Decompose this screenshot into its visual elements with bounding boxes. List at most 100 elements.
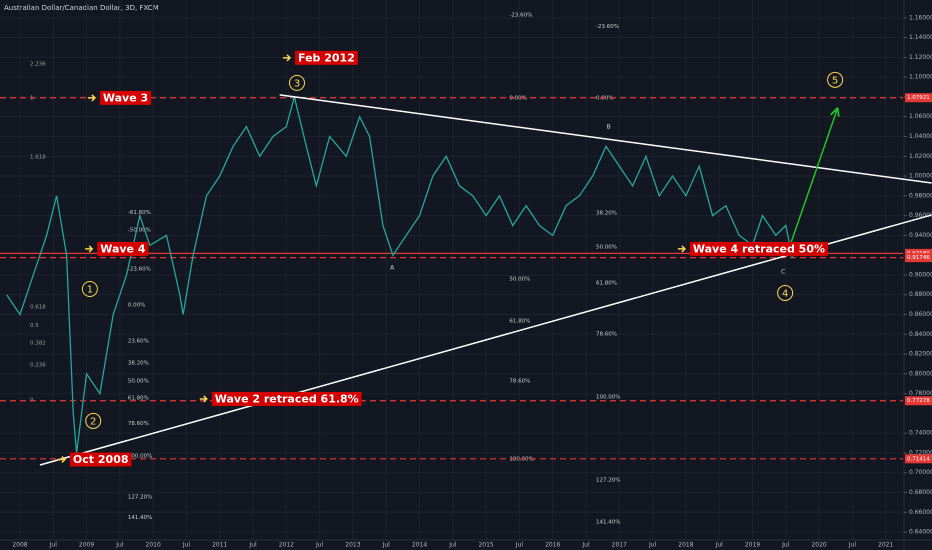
- fib-label: 127.20%: [596, 478, 620, 484]
- wave-circle: [289, 74, 306, 91]
- y-tick-label: 1.04000: [909, 133, 932, 140]
- y-tick-label: 1.00000: [909, 173, 932, 180]
- fib-label: 78.60%: [596, 332, 617, 338]
- x-tick-label: 2021: [878, 542, 893, 549]
- fib-label: 2.236: [30, 61, 46, 67]
- fib-label: 0.00%: [128, 302, 145, 308]
- x-tick-label: Jul: [515, 542, 524, 549]
- y-tick-label: 0.70000: [909, 469, 932, 476]
- annotation-box: [99, 90, 152, 105]
- y-tick-label: 0.98000: [909, 192, 932, 199]
- annotation-arrow: [87, 94, 96, 102]
- y-tick-label: 0.64000: [909, 529, 932, 536]
- fib-label: 61.80%: [596, 281, 617, 287]
- level-tag: [905, 253, 932, 263]
- wave-circle: [827, 71, 844, 88]
- annotation-box: [97, 241, 149, 256]
- x-tick-label: 2020: [811, 542, 826, 549]
- x-tick-label: 2018: [678, 542, 693, 549]
- fib-label: 78.60%: [509, 378, 530, 384]
- level-tag: [905, 454, 932, 464]
- y-tick-label: 0.72000: [909, 449, 932, 456]
- annotation-text: Wave 4: [100, 242, 146, 255]
- level-label: 0.77278: [907, 398, 930, 404]
- x-tick-label: 2009: [79, 542, 94, 549]
- fib-label: -50.00%: [128, 227, 151, 233]
- y-tick-label: 1.14000: [909, 34, 932, 41]
- y-tick-label: 0.82000: [909, 351, 932, 358]
- fib-label: 78.60%: [128, 421, 149, 427]
- fib-label: 127.20%: [128, 494, 152, 500]
- fib-label: 38.20%: [128, 360, 149, 366]
- y-tick-label: 0.96000: [909, 212, 932, 219]
- fib-label: 50.00%: [128, 378, 149, 384]
- y-tick-label: 0.90000: [909, 271, 932, 278]
- x-tick-label: Jul: [49, 542, 58, 549]
- fib-label: 100.00%: [596, 395, 620, 401]
- level-tag: [905, 396, 932, 406]
- x-tick-label: 2014: [412, 542, 427, 549]
- annotation-text: Feb 2012: [298, 51, 355, 64]
- x-tick-label: Jul: [715, 542, 724, 549]
- level-tag: [905, 93, 932, 103]
- wave-circle: [81, 280, 98, 297]
- annotation-box: [211, 391, 362, 406]
- annotation-text: Wave 4 retraced 50%: [693, 242, 825, 255]
- fib-label: 50.00%: [509, 276, 530, 282]
- point-label: C: [781, 268, 785, 275]
- x-tick-label: Jul: [648, 542, 657, 549]
- x-tick-label: 2015: [478, 542, 493, 549]
- fib-label: 100.00%: [128, 454, 152, 460]
- y-tick-label: 0.78000: [909, 390, 932, 397]
- y-tick-label: 0.88000: [909, 291, 932, 298]
- x-tick-label: Jul: [448, 542, 457, 549]
- x-tick-label: 2012: [279, 542, 294, 549]
- x-tick-label: Jul: [182, 542, 191, 549]
- x-tick-label: Jul: [115, 542, 124, 549]
- wave-circle: [85, 412, 102, 429]
- fib-label: 38.20%: [596, 211, 617, 217]
- fib-label: -23.60%: [596, 24, 619, 30]
- wave-label: 5: [832, 75, 838, 86]
- y-tick-label: 1.02000: [909, 153, 932, 160]
- y-tick-label: 0.74000: [909, 430, 932, 437]
- x-tick-label: Jul: [848, 542, 857, 549]
- annotation-arrow: [85, 245, 94, 253]
- price-line: [6, 96, 794, 454]
- fib-label: 141.40%: [596, 520, 620, 526]
- annotation-text: Wave 3: [103, 91, 148, 104]
- fib-label: 0.236: [30, 362, 46, 368]
- chart-title: Australian Dollar/Canadian Dollar, 3D, F…: [4, 4, 159, 12]
- y-tick-label: 0.66000: [909, 509, 932, 516]
- fib-label: 1.618: [30, 154, 46, 160]
- y-tick-label: 0.68000: [909, 489, 932, 496]
- x-tick-label: 2008: [12, 542, 27, 549]
- x-tick-label: Jul: [382, 542, 391, 549]
- wave-label: 3: [294, 78, 300, 89]
- x-tick-label: 2017: [612, 542, 627, 549]
- wave-label: 1: [87, 284, 93, 295]
- y-tick-label: 0.84000: [909, 331, 932, 338]
- fib-label: 50.00%: [596, 245, 617, 251]
- fib-label: 0.5: [30, 323, 39, 329]
- fib-label: -23.60%: [128, 267, 151, 273]
- level-label: 0.71414: [907, 456, 930, 462]
- x-tick-label: 2019: [745, 542, 760, 549]
- x-tick-label: 2013: [345, 542, 360, 549]
- level-label: 0.91746: [907, 255, 930, 261]
- x-tick-label: Jul: [248, 542, 257, 549]
- fib-label: 61.80%: [128, 395, 149, 401]
- y-tick-label: 1.12000: [909, 54, 932, 61]
- x-tick-label: Jul: [581, 542, 590, 549]
- trendline: [279, 94, 932, 184]
- fib-label: 141.40%: [128, 515, 152, 521]
- fib-label: 0.382: [30, 340, 46, 346]
- y-tick-label: 1.16000: [909, 14, 932, 21]
- point-label: A: [390, 265, 395, 272]
- y-tick-label: 0.86000: [909, 311, 932, 318]
- x-tick-label: Jul: [781, 542, 790, 549]
- annotation-arrow: [677, 245, 686, 253]
- y-tick-label: 0.80000: [909, 370, 932, 377]
- x-tick-label: 2010: [146, 542, 161, 549]
- fib-label: 0.00%: [509, 95, 526, 101]
